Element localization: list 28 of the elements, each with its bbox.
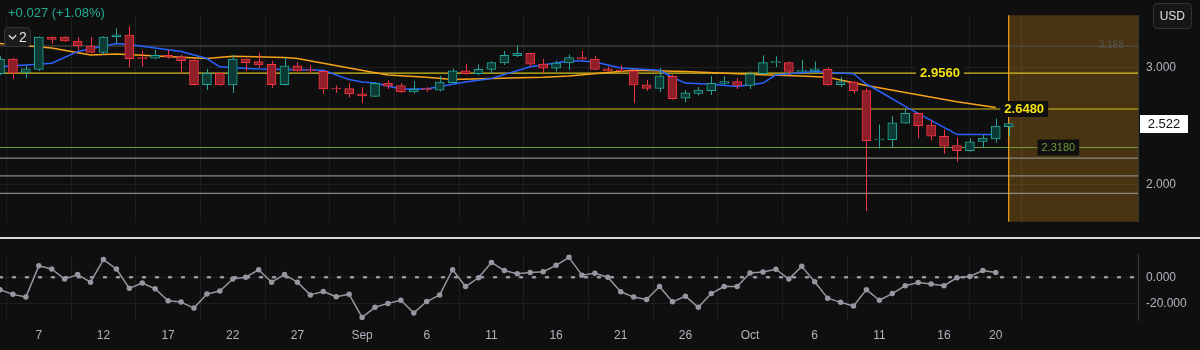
x-tick-label: Oct (740, 327, 761, 342)
x-tick-label: 12 (96, 327, 111, 342)
annotation: 2 (19, 29, 27, 45)
x-tick-label: 27 (290, 327, 305, 342)
x-tick-label: 16 (937, 327, 952, 342)
x-tick-label: 26 (678, 327, 693, 342)
x-tick-label: 6 (423, 327, 431, 342)
ref-line-label: 2.6480 (1004, 100, 1045, 116)
ref-line-label: 3.188 (1098, 38, 1125, 50)
ref-line-label: 2.3180 (1041, 140, 1076, 153)
x-tick-label: 11 (485, 327, 498, 342)
x-tick-label: 6 (811, 327, 819, 342)
x-tick-label: 20 (989, 327, 1003, 342)
x-tick-label: 7 (35, 327, 43, 342)
x-tick-label: 17 (161, 327, 176, 342)
y-tick-label: 3.000 (1146, 60, 1177, 75)
annotation: +0.027 (+1.08%) (8, 5, 105, 21)
y-tick-label: -20.000 (1146, 295, 1188, 310)
x-tick-label: Sep (351, 327, 374, 342)
x-tick-label: 22 (226, 327, 240, 342)
text: USD (1152, 3, 1192, 29)
x-tick-label: 16 (549, 327, 564, 342)
x-tick-label: 21 (614, 327, 628, 342)
x-tick-label: 11 (873, 327, 886, 342)
ref-line-label: 2.9560 (920, 64, 960, 80)
text: 2.522 (1140, 115, 1188, 133)
y-tick-label: 2.000 (1146, 176, 1177, 191)
y-tick-label: 0.000 (1146, 269, 1177, 284)
